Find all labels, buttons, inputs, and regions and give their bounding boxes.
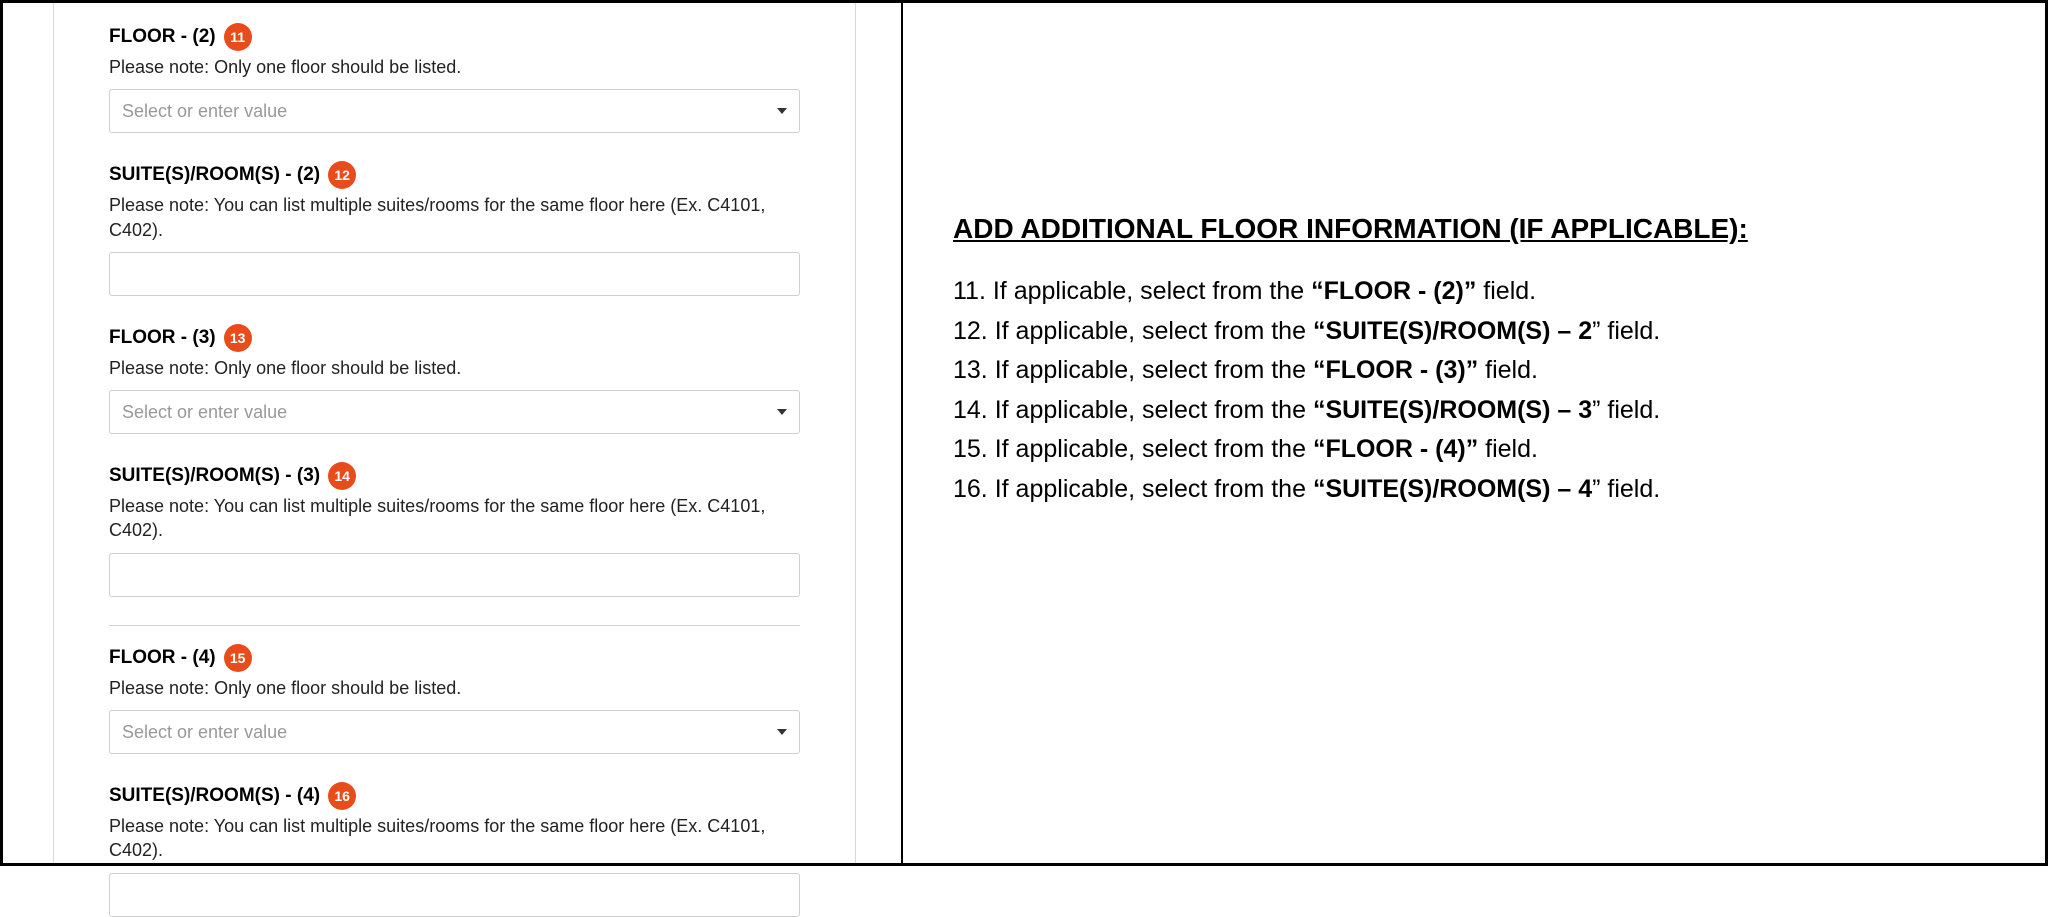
instruction-num: 14.	[953, 396, 988, 424]
document-container: FLOOR - (2) 11 Please note: Only one flo…	[0, 0, 2048, 866]
field-label-floor-3: FLOOR - (3)	[109, 327, 216, 349]
input-suites-3[interactable]	[109, 553, 800, 597]
instruction-prefix: If applicable, select from the	[995, 317, 1313, 345]
form-group-floor-3: FLOOR - (3) 13 Please note: Only one flo…	[109, 324, 800, 434]
instruction-num: 11.	[953, 277, 986, 305]
label-row: SUITE(S)/ROOM(S) - (2) 12	[109, 161, 800, 189]
instruction-suffix: ” field.	[1592, 475, 1660, 503]
instruction-suffix: field.	[1478, 356, 1538, 384]
form-group-suites-4: SUITE(S)/ROOM(S) - (4) 16 Please note: Y…	[109, 782, 800, 917]
instruction-list: 11. If applicable, select from the “FLOO…	[953, 273, 1975, 508]
instruction-item-12: 12. If applicable, select from the “SUIT…	[953, 313, 1975, 351]
form-group-floor-4: FLOOR - (4) 15 Please note: Only one flo…	[109, 644, 800, 754]
instruction-num: 12.	[953, 317, 988, 345]
helper-text-suites-2: Please note: You can list multiple suite…	[109, 193, 800, 242]
field-label-suites-3: SUITE(S)/ROOM(S) - (3)	[109, 465, 320, 487]
input-suites-2[interactable]	[109, 252, 800, 296]
select-placeholder: Select or enter value	[122, 722, 287, 743]
label-row: FLOOR - (3) 13	[109, 324, 800, 352]
instruction-num: 13.	[953, 356, 988, 384]
field-label-floor-4: FLOOR - (4)	[109, 647, 216, 669]
label-row: FLOOR - (2) 11	[109, 23, 800, 51]
badge-15: 15	[224, 644, 252, 672]
badge-11: 11	[224, 23, 252, 51]
instruction-prefix: If applicable, select from the	[995, 396, 1313, 424]
helper-text-floor-4: Please note: Only one floor should be li…	[109, 676, 800, 700]
instruction-suffix: field.	[1478, 435, 1538, 463]
instruction-num: 15.	[953, 435, 988, 463]
instructions-heading: ADD ADDITIONAL FLOOR INFORMATION (IF APP…	[953, 213, 1975, 245]
instruction-suffix: ” field.	[1592, 317, 1660, 345]
instruction-prefix: If applicable, select from the	[995, 435, 1313, 463]
label-row: SUITE(S)/ROOM(S) - (4) 16	[109, 782, 800, 810]
label-row: SUITE(S)/ROOM(S) - (3) 14	[109, 462, 800, 490]
chevron-down-icon	[777, 409, 787, 415]
instruction-item-13: 13. If applicable, select from the “FLOO…	[953, 352, 1975, 390]
left-panel: FLOOR - (2) 11 Please note: Only one flo…	[3, 3, 903, 863]
instruction-prefix: If applicable, select from the	[995, 475, 1313, 503]
helper-text-suites-3: Please note: You can list multiple suite…	[109, 494, 800, 543]
divider	[109, 625, 800, 626]
instruction-suffix: ” field.	[1592, 396, 1660, 424]
instruction-item-15: 15. If applicable, select from the “FLOO…	[953, 431, 1975, 469]
badge-16: 16	[328, 782, 356, 810]
select-floor-4[interactable]: Select or enter value	[109, 710, 800, 754]
chevron-down-icon	[777, 108, 787, 114]
instruction-num: 16.	[953, 475, 988, 503]
badge-13: 13	[224, 324, 252, 352]
helper-text-suites-4: Please note: You can list multiple suite…	[109, 814, 800, 863]
badge-12: 12	[328, 161, 356, 189]
input-suites-4[interactable]	[109, 873, 800, 917]
instruction-prefix: If applicable, select from the	[993, 277, 1311, 305]
right-panel: ADD ADDITIONAL FLOOR INFORMATION (IF APP…	[903, 3, 2045, 863]
select-floor-2[interactable]: Select or enter value	[109, 89, 800, 133]
form-group-suites-3: SUITE(S)/ROOM(S) - (3) 14 Please note: Y…	[109, 462, 800, 597]
instruction-item-14: 14. If applicable, select from the “SUIT…	[953, 392, 1975, 430]
instruction-suffix: field.	[1476, 277, 1536, 305]
helper-text-floor-3: Please note: Only one floor should be li…	[109, 356, 800, 380]
instruction-item-16: 16. If applicable, select from the “SUIT…	[953, 471, 1975, 509]
form-group-suites-2: SUITE(S)/ROOM(S) - (2) 12 Please note: Y…	[109, 161, 800, 296]
instruction-bold: “SUITE(S)/ROOM(S) – 3	[1313, 396, 1592, 424]
instruction-item-11: 11. If applicable, select from the “FLOO…	[953, 273, 1975, 311]
instruction-bold: “FLOOR - (3)”	[1313, 356, 1478, 384]
instruction-bold: “FLOOR - (4)”	[1313, 435, 1478, 463]
field-label-suites-2: SUITE(S)/ROOM(S) - (2)	[109, 164, 320, 186]
form-group-floor-2: FLOOR - (2) 11 Please note: Only one flo…	[109, 23, 800, 133]
select-placeholder: Select or enter value	[122, 101, 287, 122]
badge-14: 14	[328, 462, 356, 490]
select-floor-3[interactable]: Select or enter value	[109, 390, 800, 434]
chevron-down-icon	[777, 729, 787, 735]
label-row: FLOOR - (4) 15	[109, 644, 800, 672]
instruction-bold: “SUITE(S)/ROOM(S) – 2	[1313, 317, 1592, 345]
form-area: FLOOR - (2) 11 Please note: Only one flo…	[53, 3, 856, 863]
helper-text-floor-2: Please note: Only one floor should be li…	[109, 55, 800, 79]
field-label-suites-4: SUITE(S)/ROOM(S) - (4)	[109, 785, 320, 807]
instruction-prefix: If applicable, select from the	[995, 356, 1313, 384]
field-label-floor-2: FLOOR - (2)	[109, 26, 216, 48]
select-placeholder: Select or enter value	[122, 402, 287, 423]
instruction-bold: “FLOOR - (2)”	[1311, 277, 1476, 305]
instruction-bold: “SUITE(S)/ROOM(S) – 4	[1313, 475, 1592, 503]
